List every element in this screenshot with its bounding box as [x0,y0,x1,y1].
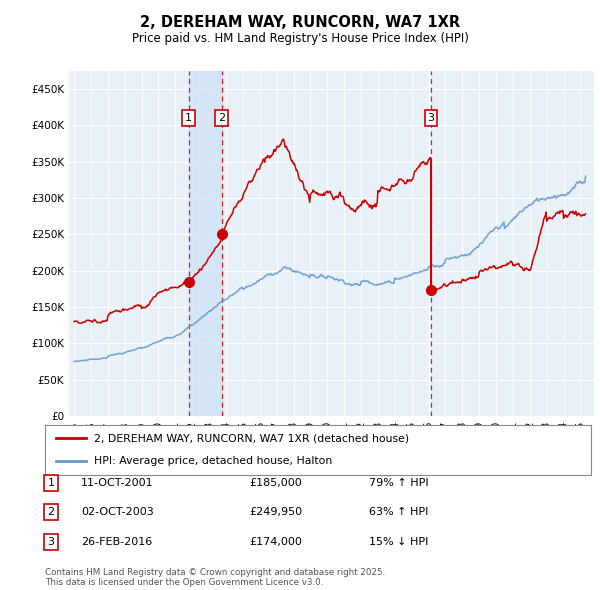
Text: 15% ↓ HPI: 15% ↓ HPI [369,537,428,546]
Text: £185,000: £185,000 [249,478,302,487]
Text: 11-OCT-2001: 11-OCT-2001 [81,478,154,487]
Text: £249,950: £249,950 [249,507,302,517]
Text: 2: 2 [47,507,55,517]
Text: 3: 3 [47,537,55,546]
Text: 2, DEREHAM WAY, RUNCORN, WA7 1XR (detached house): 2, DEREHAM WAY, RUNCORN, WA7 1XR (detach… [94,433,409,443]
Text: 2: 2 [218,113,226,123]
Text: 79% ↑ HPI: 79% ↑ HPI [369,478,428,487]
Text: HPI: Average price, detached house, Halton: HPI: Average price, detached house, Halt… [94,457,332,467]
Text: Price paid vs. HM Land Registry's House Price Index (HPI): Price paid vs. HM Land Registry's House … [131,32,469,45]
Bar [188,71,222,416]
Text: 2, DEREHAM WAY, RUNCORN, WA7 1XR: 2, DEREHAM WAY, RUNCORN, WA7 1XR [140,15,460,30]
Text: 3: 3 [428,113,434,123]
Text: Contains HM Land Registry data © Crown copyright and database right 2025.
This d: Contains HM Land Registry data © Crown c… [45,568,385,587]
Text: 26-FEB-2016: 26-FEB-2016 [81,537,152,546]
Text: 1: 1 [185,113,192,123]
Text: 1: 1 [47,478,55,487]
Text: 02-OCT-2003: 02-OCT-2003 [81,507,154,517]
Text: £174,000: £174,000 [249,537,302,546]
Text: 63% ↑ HPI: 63% ↑ HPI [369,507,428,517]
